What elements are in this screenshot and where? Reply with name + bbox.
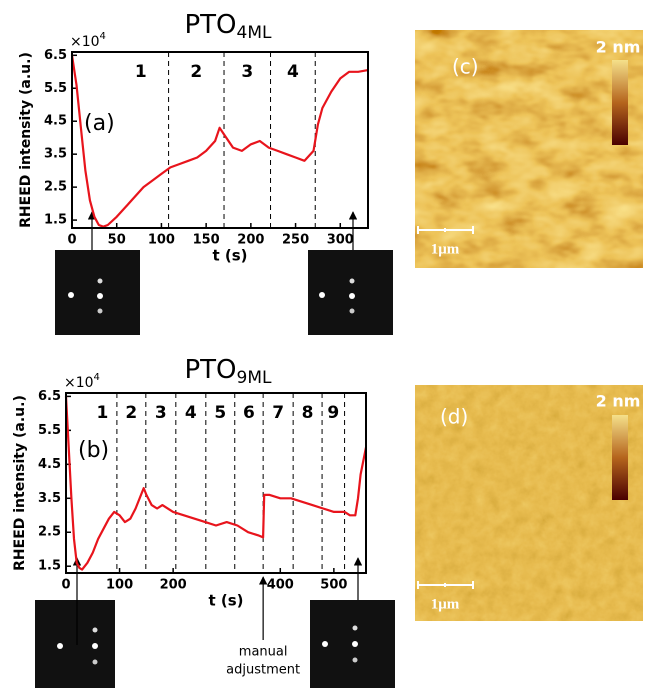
afm-image-c: (c) 2 nm 1μm [415, 30, 643, 268]
rheed-inset [308, 250, 393, 335]
y-axis-label: RHEED intensity (a.u.) [18, 52, 34, 228]
phase-label: 4 [287, 62, 299, 82]
color-bar [612, 60, 628, 145]
rheed-inset [55, 250, 140, 335]
phase-label: 5 [214, 403, 226, 423]
title-sub: 9ML [237, 368, 272, 388]
y-tick-label: 4.5 [44, 114, 67, 129]
y-multiplier: ×104 [64, 372, 100, 391]
panel-label: (b) [78, 438, 109, 463]
chart-title: PTO4ML [185, 10, 273, 44]
x-tick-label: 50 [108, 233, 126, 248]
x-tick-label: 400 [267, 578, 294, 593]
rheed-inset [35, 600, 115, 688]
y-tick-label: 1.5 [38, 559, 61, 574]
annotation: adjustment [226, 663, 300, 678]
y-tick-label: 5.5 [44, 81, 67, 96]
phase-label: 3 [155, 403, 167, 423]
y-multiplier-exp: 4 [100, 31, 106, 42]
data-line [72, 55, 368, 226]
y-tick-label: 5.5 [38, 423, 61, 438]
panel-label: (d) [440, 405, 468, 429]
x-tick-label: 150 [193, 233, 220, 248]
y-tick-label: 6.5 [44, 48, 67, 63]
phase-label: 4 [185, 403, 197, 423]
rheed-inset [310, 600, 395, 688]
x-tick-label: 100 [148, 233, 175, 248]
phase-label: 1 [135, 62, 147, 82]
y-tick-label: 3.5 [44, 147, 67, 162]
chart-title: PTO9ML [185, 355, 273, 389]
y-tick-label: 1.5 [44, 213, 67, 228]
color-scale-label: 2 nm [596, 38, 641, 57]
x-tick-label: 0 [61, 578, 70, 593]
y-multiplier-base: ×10 [64, 375, 94, 391]
phase-label: 1 [97, 403, 109, 423]
x-tick-label: 200 [237, 233, 264, 248]
phase-label: 9 [327, 403, 339, 423]
y-multiplier-base: ×10 [70, 34, 100, 50]
y-tick-label: 6.5 [38, 389, 61, 404]
phase-label: 2 [190, 62, 202, 82]
color-bar [612, 415, 628, 500]
panel-label: (a) [84, 111, 115, 136]
x-axis-label: t (s) [212, 247, 247, 265]
y-multiplier-exp: 4 [94, 372, 100, 383]
y-tick-label: 3.5 [38, 491, 61, 506]
y-tick-label: 2.5 [38, 525, 61, 540]
x-tick-label: 500 [320, 578, 347, 593]
x-tick-label: 200 [160, 578, 187, 593]
scale-bar-label: 1μm [431, 596, 460, 612]
phase-label: 3 [241, 62, 253, 82]
y-axis-label: RHEED intensity (a.u.) [12, 395, 28, 571]
x-tick-label: 300 [327, 233, 354, 248]
title-sub: 4ML [237, 23, 272, 43]
title-main: PTO [185, 355, 237, 385]
x-tick-label: 100 [106, 578, 133, 593]
panel-label: (c) [452, 55, 479, 79]
phase-label: 6 [243, 403, 255, 423]
y-multiplier: ×104 [70, 31, 106, 50]
figure: (c) 2 nm 1μm (d) 2 nm 1μm PTO4MLRHEED in… [0, 0, 645, 690]
x-tick-label: 0 [67, 233, 76, 248]
y-tick-label: 2.5 [44, 180, 67, 195]
title-main: PTO [185, 10, 237, 40]
y-tick-label: 4.5 [38, 457, 61, 472]
scale-bar-label: 1μm [431, 241, 460, 257]
color-scale-label: 2 nm [596, 392, 641, 411]
phase-label: 8 [302, 403, 314, 423]
x-tick-label: 250 [282, 233, 309, 248]
plot-frame [72, 52, 368, 228]
annotation: manual [239, 645, 288, 660]
phase-label: 2 [125, 403, 137, 423]
x-axis-label: t (s) [208, 592, 243, 610]
afm-image-d: (d) 2 nm 1μm [415, 385, 643, 621]
phase-label: 7 [272, 403, 284, 423]
